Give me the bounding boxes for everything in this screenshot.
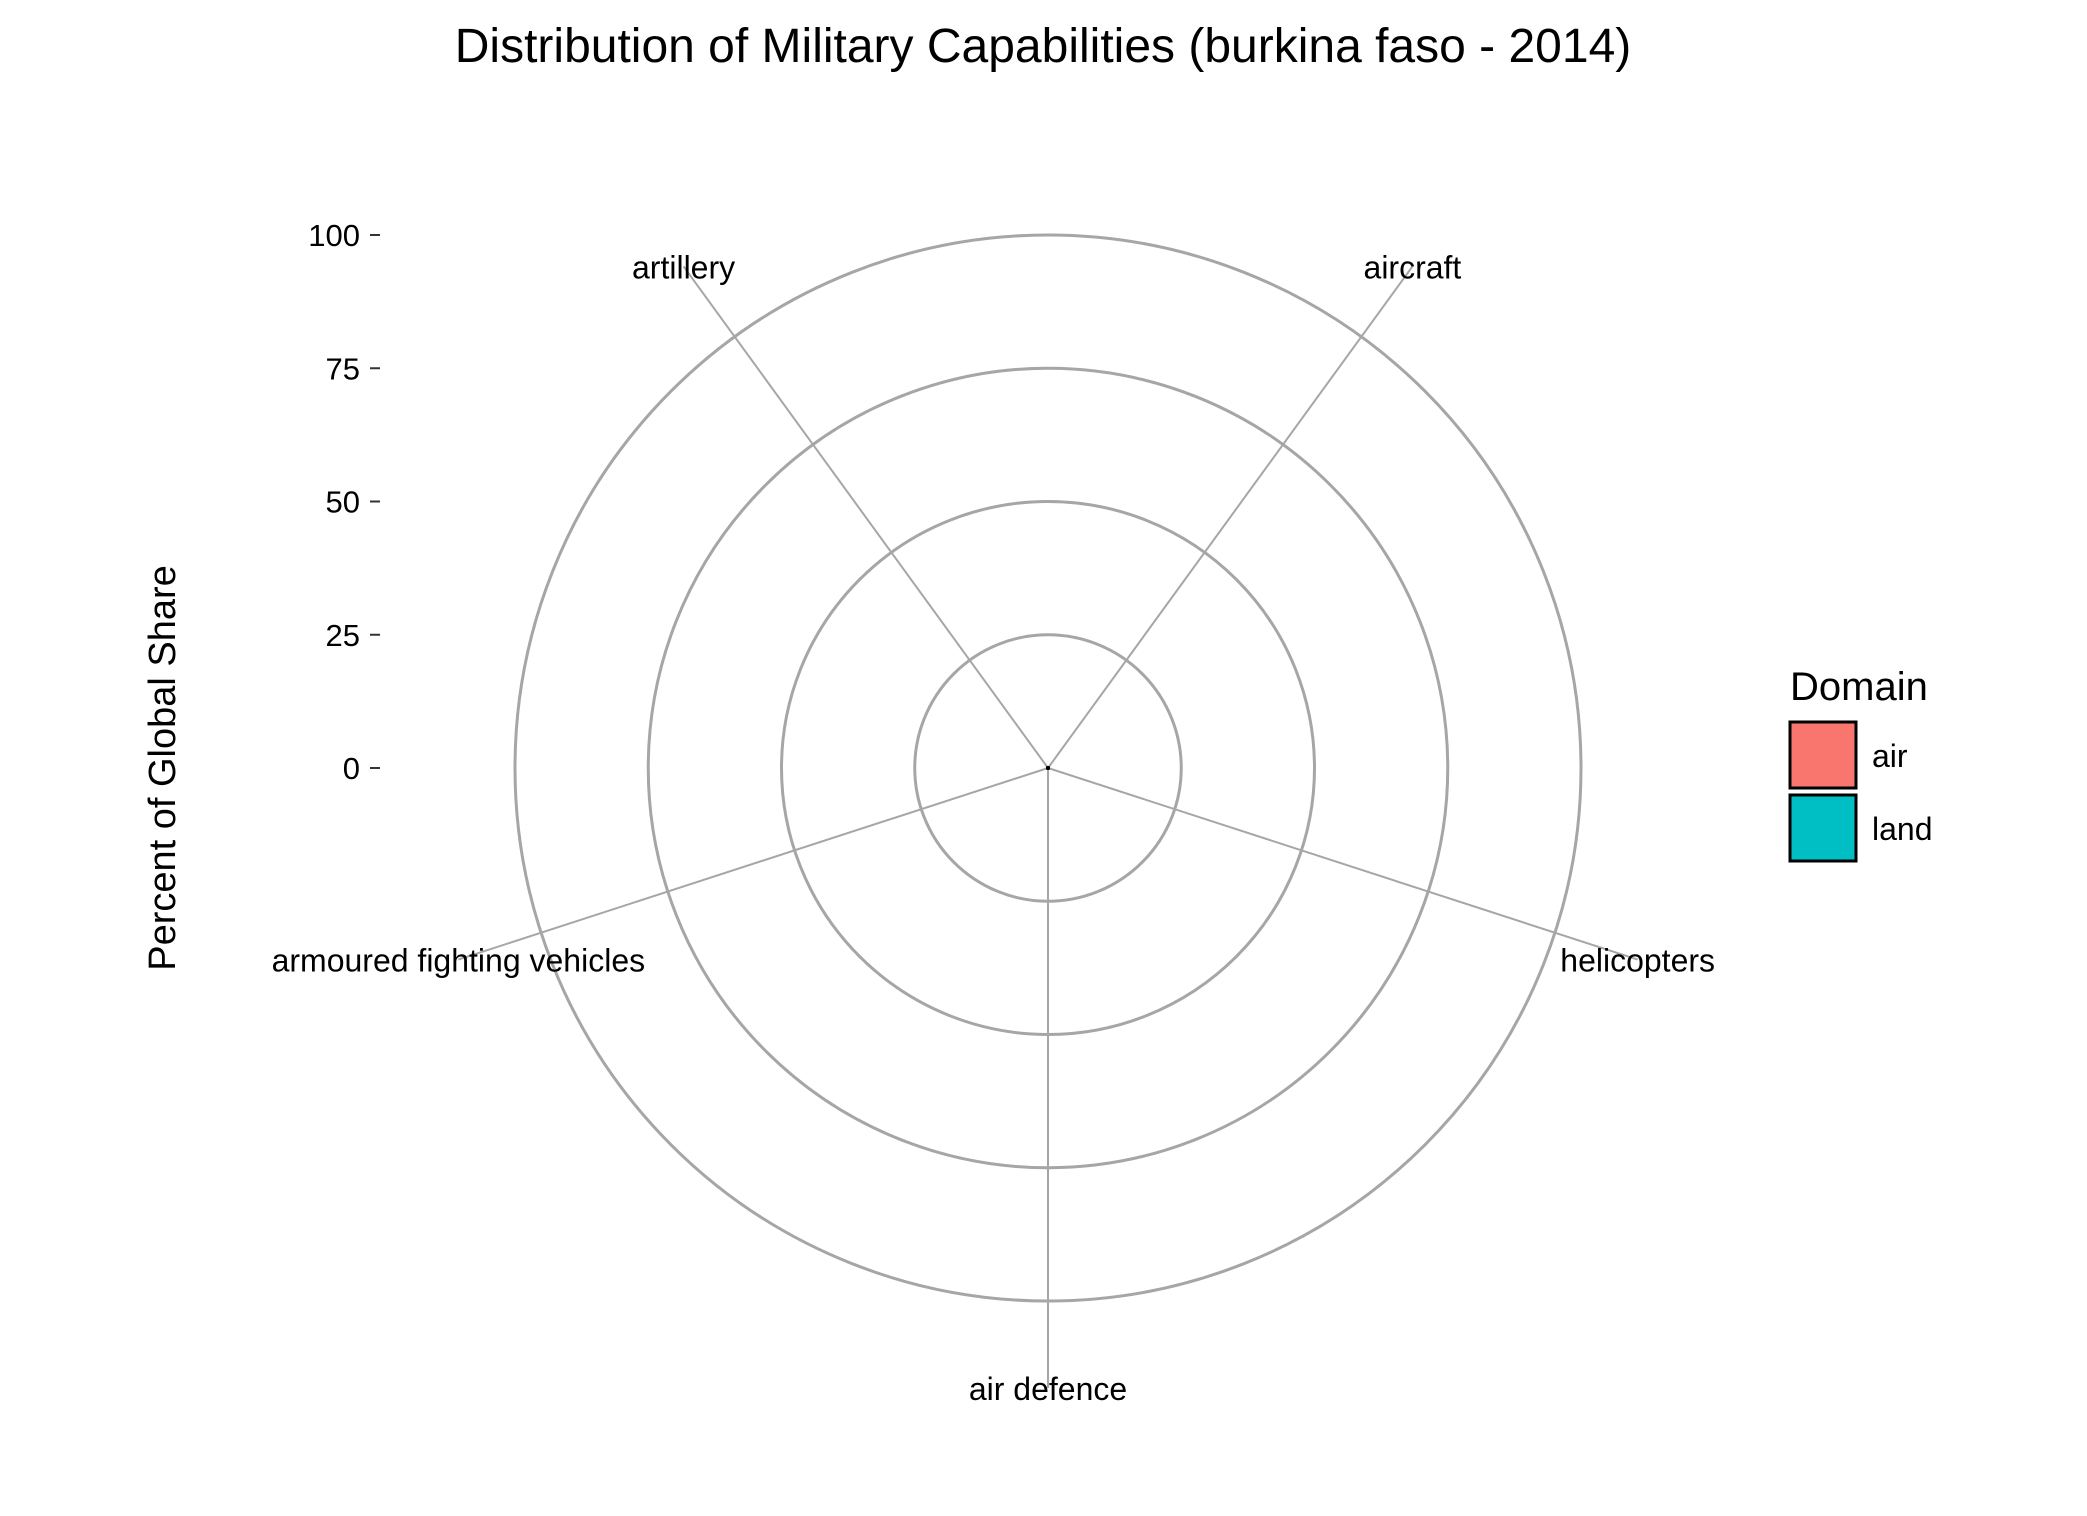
y-axis: 0 25 50 75 100: [308, 218, 380, 786]
y-tick-label-1: 25: [326, 618, 360, 653]
spoke-0: [1047, 265, 1414, 769]
y-tick-label-0: 0: [343, 751, 360, 786]
spoke-1: [1047, 767, 1638, 961]
category-label-2: air defence: [969, 1371, 1127, 1407]
y-tick-label-2: 50: [326, 485, 360, 520]
category-labels: aircraft helicopters air defence armoured f…: [272, 249, 1715, 1407]
data-point-land-4: [1046, 766, 1050, 770]
category-label-3: armoured fighting vehicles: [272, 943, 646, 979]
chart-title: Distribution of Military Capabilities (b…: [455, 20, 1632, 73]
category-label-4: artillery: [632, 249, 735, 285]
spoke-3: [458, 767, 1049, 961]
y-tick-label-3: 75: [326, 351, 360, 386]
spoke-4: [682, 265, 1049, 769]
legend-title: Domain: [1790, 665, 1928, 709]
legend-swatch-air: [1788, 720, 1858, 790]
legend-label-land: land: [1872, 811, 1933, 847]
radar-series: [1046, 766, 1050, 770]
legend-label-air: air: [1872, 738, 1908, 774]
legend-swatch-land: [1788, 793, 1858, 863]
category-label-0: aircraft: [1364, 249, 1462, 285]
y-axis-label: Percent of Global Share: [142, 565, 184, 971]
legend: Domain air land: [1788, 665, 1933, 863]
radar-spokes: [458, 265, 1638, 1388]
category-label-1: helicopters: [1560, 943, 1715, 979]
y-tick-label-4: 100: [308, 218, 360, 253]
